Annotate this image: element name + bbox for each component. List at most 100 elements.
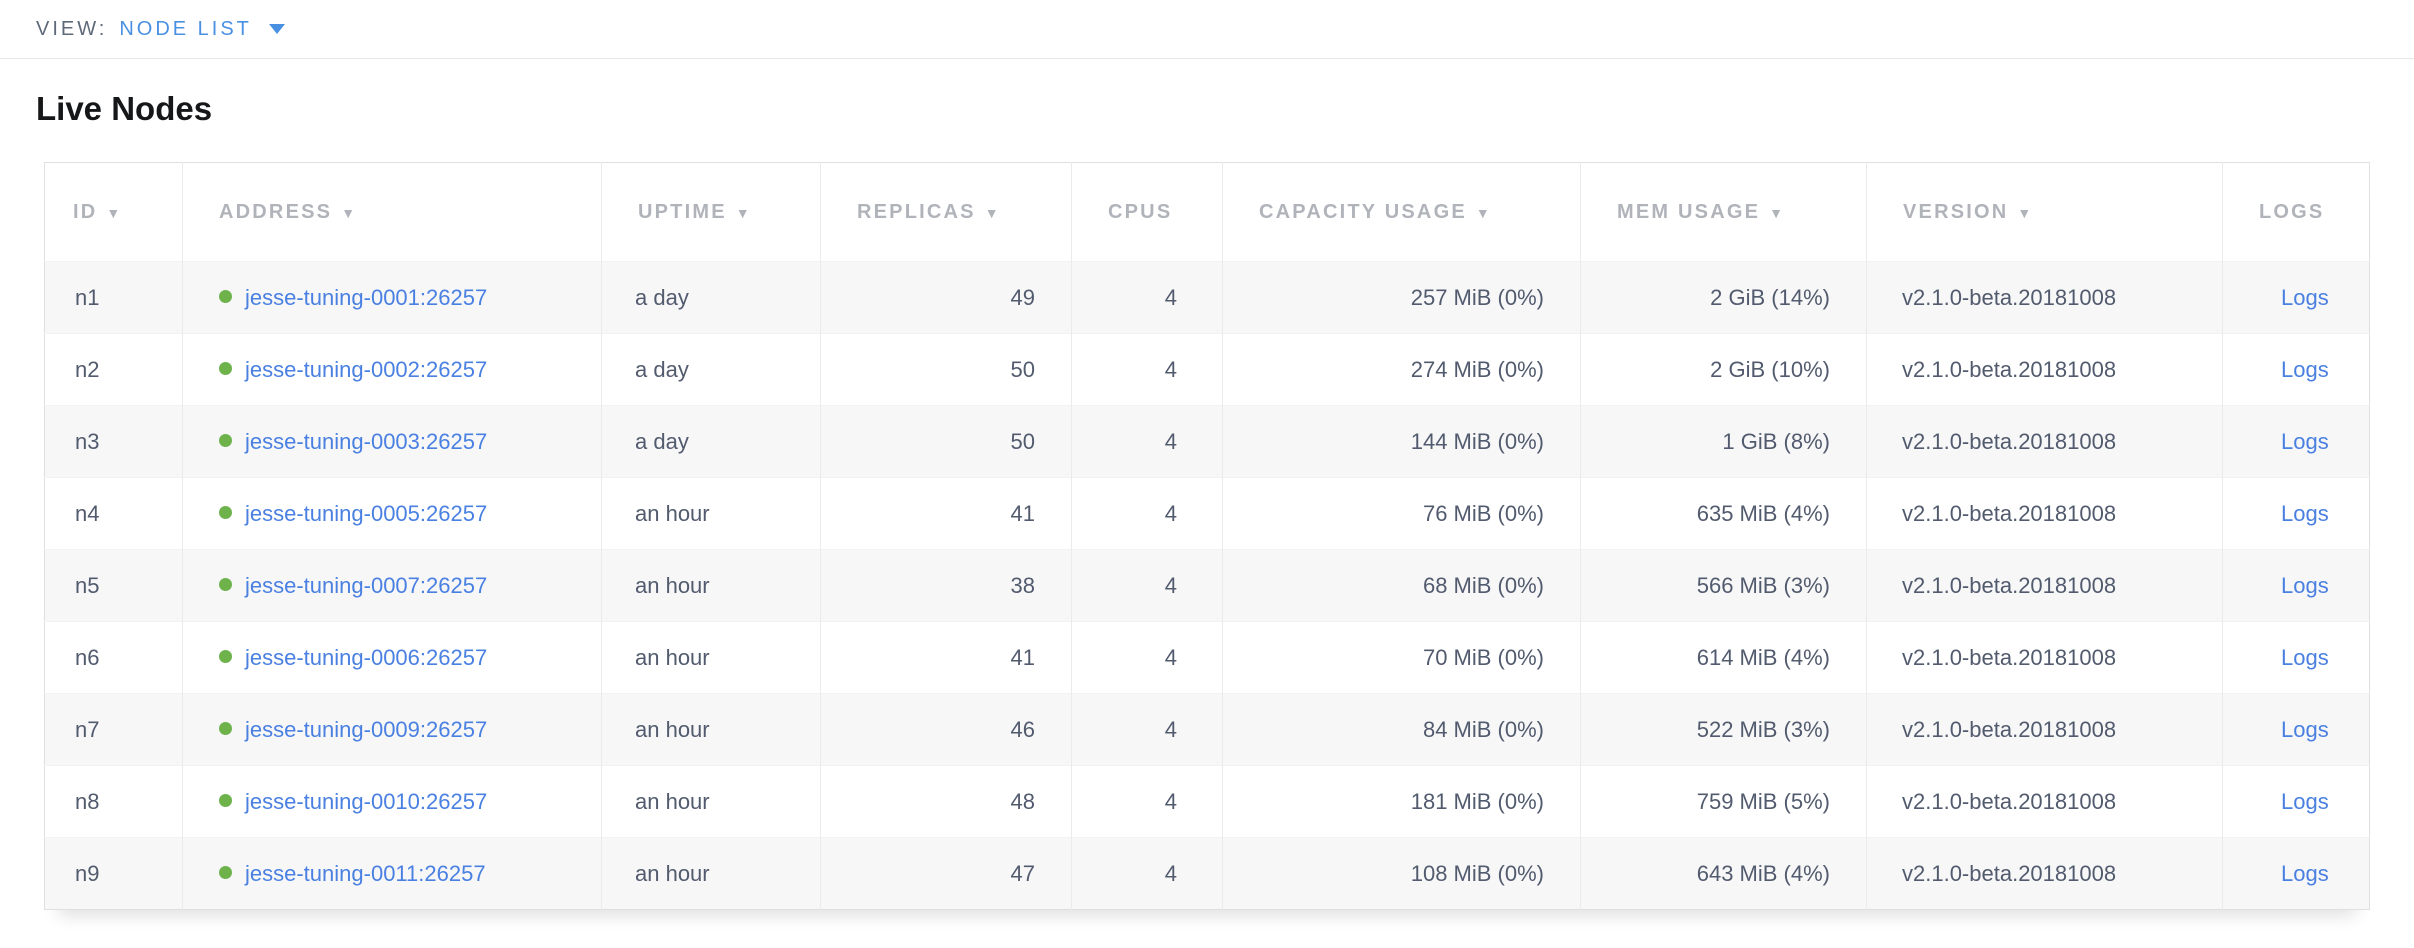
node-cpus: 4	[1071, 477, 1223, 550]
node-replicas: 38	[820, 549, 1072, 622]
node-cpus: 4	[1071, 549, 1223, 622]
node-capacity-usage: 144 MiB (0%)	[1222, 405, 1581, 478]
node-logs-link[interactable]: Logs	[2281, 716, 2329, 742]
node-address: jesse-tuning-0010:26257	[182, 765, 602, 838]
node-capacity-usage: 257 MiB (0%)	[1222, 261, 1581, 334]
column-header-label: ADDRESS	[219, 200, 333, 223]
node-version: v2.1.0-beta.20181008	[1866, 333, 2223, 406]
node-uptime: an hour	[601, 837, 821, 910]
node-cpus: 4	[1071, 405, 1223, 478]
node-id: n3	[44, 405, 183, 478]
column-header-uptime[interactable]: UPTIME ▼	[601, 162, 821, 262]
column-header-cpus: CPUS	[1071, 162, 1223, 262]
node-logs: Logs	[2222, 477, 2370, 550]
column-header-capacity-usage[interactable]: CAPACITY USAGE ▼	[1222, 162, 1581, 262]
node-capacity-usage: 84 MiB (0%)	[1222, 693, 1581, 766]
column-header-id[interactable]: ID ▼	[44, 162, 183, 262]
node-version: v2.1.0-beta.20181008	[1866, 621, 2223, 694]
node-id: n1	[44, 261, 183, 334]
node-logs: Logs	[2222, 693, 2370, 766]
node-capacity-usage: 70 MiB (0%)	[1222, 621, 1581, 694]
node-id: n4	[44, 477, 183, 550]
column-header-label: REPLICAS	[857, 200, 976, 223]
node-address-link[interactable]: jesse-tuning-0007:26257	[245, 572, 488, 598]
column-header-label: LOGS	[2259, 200, 2325, 223]
node-address: jesse-tuning-0006:26257	[182, 621, 602, 694]
node-logs-link[interactable]: Logs	[2281, 428, 2329, 454]
node-logs-link[interactable]: Logs	[2281, 788, 2329, 814]
live-status-icon	[219, 794, 232, 808]
column-header-label: ID	[73, 200, 98, 223]
node-address-link[interactable]: jesse-tuning-0001:26257	[245, 284, 488, 310]
header-divider	[0, 58, 2414, 59]
column-header-version[interactable]: VERSION ▼	[1866, 162, 2223, 262]
node-address: jesse-tuning-0001:26257	[182, 261, 602, 334]
node-id: n8	[44, 765, 183, 838]
table-row: n1 jesse-tuning-0001:26257 a day 49 4 257 MiB…	[44, 261, 2370, 334]
table-row: n7 jesse-tuning-0009:26257 an hour 46 4 84 Mi…	[44, 693, 2370, 766]
node-logs: Logs	[2222, 261, 2370, 334]
node-logs-link[interactable]: Logs	[2281, 356, 2329, 382]
node-logs-link[interactable]: Logs	[2281, 284, 2329, 310]
node-mem-usage: 2 GiB (14%)	[1580, 261, 1867, 334]
node-address: jesse-tuning-0002:26257	[182, 333, 602, 406]
node-mem-usage: 2 GiB (10%)	[1580, 333, 1867, 406]
node-uptime: an hour	[601, 621, 821, 694]
live-status-icon	[219, 722, 232, 736]
node-address-link[interactable]: jesse-tuning-0005:26257	[245, 500, 488, 526]
table-row: n3 jesse-tuning-0003:26257 a day 50 4 144 MiB…	[44, 405, 2370, 478]
node-logs-link[interactable]: Logs	[2281, 860, 2329, 886]
sort-desc-icon: ▼	[2017, 204, 2034, 221]
node-logs-link[interactable]: Logs	[2281, 572, 2329, 598]
column-header-replicas[interactable]: REPLICAS ▼	[820, 162, 1072, 262]
node-logs-link[interactable]: Logs	[2281, 644, 2329, 670]
node-uptime: an hour	[601, 693, 821, 766]
node-address: jesse-tuning-0009:26257	[182, 693, 602, 766]
node-logs: Logs	[2222, 549, 2370, 622]
column-header-address[interactable]: ADDRESS ▼	[182, 162, 602, 262]
node-replicas: 49	[820, 261, 1072, 334]
live-status-icon	[219, 362, 232, 376]
node-cpus: 4	[1071, 693, 1223, 766]
live-nodes-section: ID ▼ ADDRESS ▼ UPTIME ▼ REPLICAS ▼ CPUS CAPA…	[44, 162, 2370, 910]
sort-desc-icon: ▼	[1475, 204, 1492, 221]
node-logs: Logs	[2222, 765, 2370, 838]
chevron-down-icon	[268, 24, 285, 34]
node-replicas: 48	[820, 765, 1072, 838]
node-uptime: a day	[601, 261, 821, 334]
column-header-label: VERSION	[1903, 200, 2009, 223]
node-address-link[interactable]: jesse-tuning-0006:26257	[245, 644, 488, 670]
node-address-link[interactable]: jesse-tuning-0009:26257	[245, 716, 488, 742]
node-mem-usage: 759 MiB (5%)	[1580, 765, 1867, 838]
node-id: n7	[44, 693, 183, 766]
node-version: v2.1.0-beta.20181008	[1866, 837, 2223, 910]
live-status-icon	[219, 866, 232, 880]
node-address-link[interactable]: jesse-tuning-0011:26257	[245, 860, 486, 886]
view-selector-dropdown[interactable]: NODE LIST	[119, 18, 285, 41]
node-address-link[interactable]: jesse-tuning-0002:26257	[245, 356, 488, 382]
node-capacity-usage: 274 MiB (0%)	[1222, 333, 1581, 406]
node-id: n9	[44, 837, 183, 910]
page-title: Live Nodes	[36, 90, 213, 127]
table-row: n9 jesse-tuning-0011:26257 an hour 47 4 108 M…	[44, 837, 2370, 910]
column-header-mem-usage[interactable]: MEM USAGE ▼	[1580, 162, 1867, 262]
node-version: v2.1.0-beta.20181008	[1866, 693, 2223, 766]
node-address: jesse-tuning-0005:26257	[182, 477, 602, 550]
node-replicas: 41	[820, 477, 1072, 550]
node-uptime: a day	[601, 405, 821, 478]
sort-desc-icon: ▼	[984, 204, 1001, 221]
node-cpus: 4	[1071, 261, 1223, 334]
live-nodes-table: ID ▼ ADDRESS ▼ UPTIME ▼ REPLICAS ▼ CPUS CAPA…	[44, 162, 2370, 910]
column-header-label: UPTIME	[638, 200, 727, 223]
node-cpus: 4	[1071, 765, 1223, 838]
node-replicas: 46	[820, 693, 1072, 766]
node-cpus: 4	[1071, 837, 1223, 910]
node-mem-usage: 522 MiB (3%)	[1580, 693, 1867, 766]
node-address-link[interactable]: jesse-tuning-0003:26257	[245, 428, 488, 454]
node-address-link[interactable]: jesse-tuning-0010:26257	[245, 788, 488, 814]
node-mem-usage: 566 MiB (3%)	[1580, 549, 1867, 622]
node-logs-link[interactable]: Logs	[2281, 500, 2329, 526]
table-row: n5 jesse-tuning-0007:26257 an hour 38 4 68 Mi…	[44, 549, 2370, 622]
view-selected-value: NODE LIST	[119, 17, 252, 40]
column-header-label: CAPACITY USAGE	[1259, 200, 1467, 223]
